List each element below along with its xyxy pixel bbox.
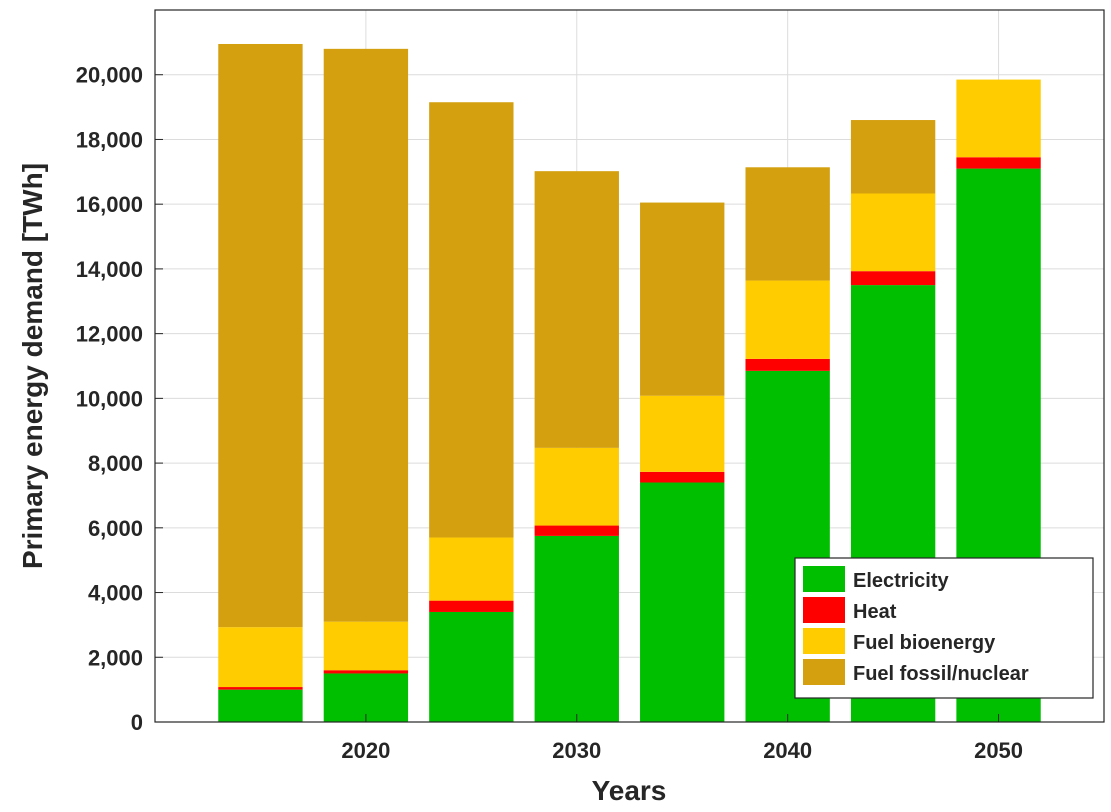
y-tick-label: 8,000	[88, 451, 143, 476]
legend-swatch	[803, 628, 845, 654]
x-axis-label: Years	[592, 775, 667, 806]
x-tick-label: 2040	[763, 738, 812, 763]
bar-segment-heat-2020	[323, 670, 409, 674]
x-axis-ticks: 2020 2030 2040 2050	[341, 714, 1023, 763]
legend-label: Heat	[853, 601, 897, 623]
bar-segment-heat-2035	[640, 471, 725, 483]
bar-segment-heat-2040	[745, 358, 830, 371]
bar-segment-electricity-2025	[429, 611, 514, 722]
legend-label: Fuel bioenergy	[853, 632, 996, 654]
bar-segment-heat-2030	[534, 525, 619, 536]
bar-segment-fuel-fossil-nuclear-2030	[534, 171, 619, 448]
legend-swatch	[803, 597, 845, 623]
bar-segment-fuel-bioenergy-2015	[218, 627, 303, 688]
y-tick-label: 12,000	[76, 322, 143, 347]
y-tick-label: 2,000	[88, 645, 143, 670]
bar-segment-fuel-fossil-nuclear-2045	[850, 120, 936, 194]
y-tick-label: 4,000	[88, 581, 143, 606]
plot-frame	[154, 9, 1105, 723]
bar-segment-electricity-2015	[218, 689, 303, 722]
bar-segment-fuel-fossil-nuclear-2040	[745, 167, 830, 281]
y-tick-label: 6,000	[88, 516, 143, 541]
bar-segment-fuel-bioenergy-2030	[534, 447, 619, 526]
legend-label: Electricity	[853, 570, 949, 592]
bar-segment-fuel-fossil-nuclear-2020	[323, 48, 409, 622]
y-tick-label: 14,000	[76, 257, 143, 282]
y-tick-label: 0	[131, 710, 143, 735]
bar-segment-fuel-bioenergy-2050	[956, 79, 1041, 158]
y-axis-label: Primary energy demand [TWh]	[17, 163, 48, 569]
legend-label: Fuel fossil/nuclear	[853, 663, 1029, 685]
y-tick-label: 20,000	[76, 63, 143, 88]
bar-segment-electricity-2030	[534, 535, 619, 722]
legend-swatch	[803, 566, 845, 592]
bar-segment-heat-2015	[218, 687, 303, 690]
bar-segment-fuel-bioenergy-2035	[640, 395, 725, 472]
legend: Electricity Heat Fuel bioenergy Fuel fossil…	[794, 557, 1094, 699]
bar-segment-heat-2045	[850, 271, 936, 286]
y-tick-label: 18,000	[76, 127, 143, 152]
y-axis-ticks: 0 2,000 4,000 6,000 8,000 10,000 12,000 14,000 1…	[76, 63, 163, 735]
bar-segment-electricity-2035	[640, 482, 725, 722]
x-tick-label: 2050	[974, 738, 1023, 763]
bar-segment-heat-2050	[956, 157, 1041, 169]
bar-segment-electricity-2020	[323, 673, 409, 722]
bar-segment-fuel-bioenergy-2020	[323, 621, 409, 671]
bar-segment-fuel-bioenergy-2040	[745, 280, 830, 359]
bar-segment-fuel-fossil-nuclear-2025	[429, 102, 514, 538]
y-tick-label: 16,000	[76, 192, 143, 217]
bar-segment-heat-2025	[429, 600, 514, 612]
bar-segment-fuel-fossil-nuclear-2035	[640, 202, 725, 396]
y-tick-label: 10,000	[76, 386, 143, 411]
bar-segment-fuel-fossil-nuclear-2015	[218, 43, 303, 628]
legend-swatch	[803, 659, 845, 685]
bar-segment-fuel-bioenergy-2045	[850, 193, 936, 272]
bar-segment-fuel-bioenergy-2025	[429, 537, 514, 601]
x-tick-label: 2030	[552, 738, 601, 763]
x-tick-label: 2020	[341, 738, 390, 763]
